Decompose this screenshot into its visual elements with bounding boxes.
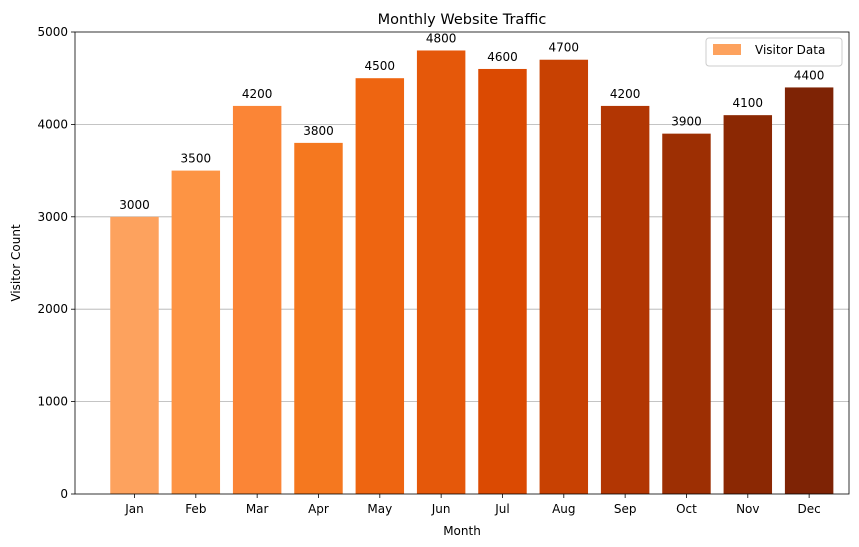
data-label: 4500 bbox=[365, 59, 396, 73]
data-label: 3800 bbox=[303, 124, 334, 138]
data-label: 3000 bbox=[119, 198, 150, 212]
data-label: 4800 bbox=[426, 31, 457, 45]
bar bbox=[232, 105, 282, 495]
bar bbox=[416, 50, 466, 494]
data-label: 3900 bbox=[671, 115, 702, 129]
bar bbox=[478, 68, 527, 495]
axes bbox=[74, 31, 850, 495]
bar bbox=[110, 216, 159, 495]
data-label: 4700 bbox=[549, 41, 580, 55]
bar bbox=[294, 142, 343, 494]
y-axis-label: Visitor Count bbox=[9, 224, 23, 302]
x-tick-label: Jan bbox=[124, 502, 144, 516]
legend-label: Visitor Data bbox=[755, 43, 825, 57]
x-tick-label: Jul bbox=[494, 502, 509, 516]
bar bbox=[355, 78, 405, 494]
x-axis-label: Month bbox=[443, 524, 481, 538]
x-tick-label: Dec bbox=[798, 502, 821, 516]
bar bbox=[539, 59, 589, 494]
y-tick-label: 3000 bbox=[37, 210, 68, 224]
legend-swatch bbox=[713, 44, 741, 55]
data-labels: 3000 3500 4200 3800 4500 4800 4600 4700 4200 3900… bbox=[119, 31, 824, 211]
x-tick-label: Mar bbox=[246, 502, 269, 516]
bar bbox=[723, 115, 773, 494]
bar bbox=[784, 87, 834, 494]
x-tick-label: Apr bbox=[308, 502, 329, 516]
x-tick-label: Oct bbox=[676, 502, 697, 516]
data-label: 4200 bbox=[242, 87, 273, 101]
data-label: 4200 bbox=[610, 87, 641, 101]
x-tick-label: Jun bbox=[431, 502, 451, 516]
y-tick-label: 4000 bbox=[37, 117, 68, 131]
y-tick-label: 1000 bbox=[37, 395, 68, 409]
y-ticks: 0 1000 2000 3000 4000 5000 bbox=[37, 25, 75, 501]
y-tick-label: 2000 bbox=[37, 302, 68, 316]
bars bbox=[110, 50, 834, 495]
bar bbox=[171, 170, 221, 494]
bar bbox=[662, 133, 711, 494]
y-tick-label: 0 bbox=[60, 487, 68, 501]
x-tick-label: Sep bbox=[614, 502, 637, 516]
x-tick-label: Aug bbox=[552, 502, 575, 516]
y-tick-label: 5000 bbox=[37, 25, 68, 39]
data-label: 4400 bbox=[794, 68, 825, 82]
data-label: 4600 bbox=[487, 50, 518, 64]
x-tick-label: May bbox=[367, 502, 392, 516]
bar bbox=[600, 105, 650, 495]
x-tick-label: Feb bbox=[185, 502, 206, 516]
x-tick-label: Nov bbox=[736, 502, 759, 516]
data-label: 4100 bbox=[733, 96, 764, 110]
legend: Visitor Data bbox=[705, 37, 843, 67]
chart-title: Monthly Website Traffic bbox=[378, 12, 547, 28]
data-label: 3500 bbox=[181, 152, 212, 166]
x-ticks: Jan Feb Mar Apr May Jun Jul Aug Sep Oct Nov Dec bbox=[124, 494, 821, 516]
plot-frame bbox=[74, 31, 850, 495]
